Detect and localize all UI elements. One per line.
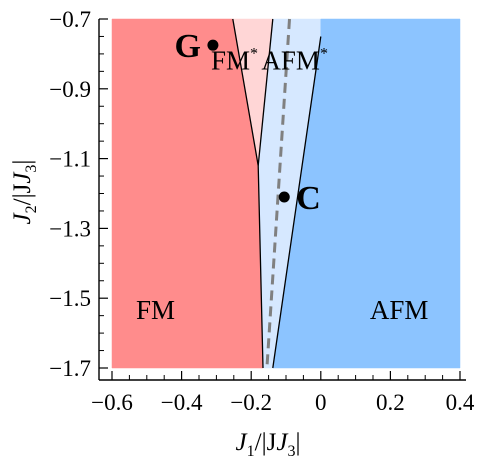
region-label-afm: AFM — [370, 295, 429, 325]
region-label-fm-star: FM* — [211, 46, 258, 76]
x-tick-label: −0.2 — [230, 390, 272, 415]
region-labels-layer: FM FM* AFM* AFM — [136, 46, 428, 326]
y-tick-label: −1.3 — [49, 216, 91, 241]
dashed-boundary — [265, 18, 291, 369]
x-tick-label: 0.4 — [446, 390, 475, 415]
x-tick-label: −0.4 — [161, 390, 203, 415]
x-tick-label: −0.6 — [91, 390, 133, 415]
regions-layer — [111, 18, 461, 369]
plot-frame — [98, 19, 466, 381]
ticks-layer: −0.7 −0.9 −1.1 −1.3 −1.5 −1.7−0.6 −0.4 −0.2 0 0.2… — [49, 7, 475, 415]
y-axis-label: J2/|JJ3| — [9, 160, 40, 225]
x-tick-label: 0.2 — [376, 390, 405, 415]
fm-star-boundary — [257, 18, 274, 166]
afm-boundary — [272, 36, 322, 369]
y-tick-label: −1.5 — [49, 286, 91, 311]
x-axis-label: J1/|JJ3| — [236, 429, 301, 460]
point-label-c: C — [296, 180, 321, 217]
region-label-fm: FM — [136, 295, 175, 325]
point-g — [207, 39, 219, 51]
region-label-afm-star: AFM* — [261, 46, 328, 76]
point-label-g: G — [174, 28, 200, 65]
y-tick-label: −1.1 — [49, 147, 91, 172]
y-tick-label: −0.9 — [49, 77, 91, 102]
y-tick-label: −1.7 — [49, 356, 91, 381]
points-layer: GC — [174, 28, 320, 217]
point-c — [278, 191, 290, 203]
boundaries-layer — [232, 18, 322, 369]
y-tick-label: −0.7 — [49, 7, 91, 32]
x-tick-label: 0 — [315, 390, 327, 415]
